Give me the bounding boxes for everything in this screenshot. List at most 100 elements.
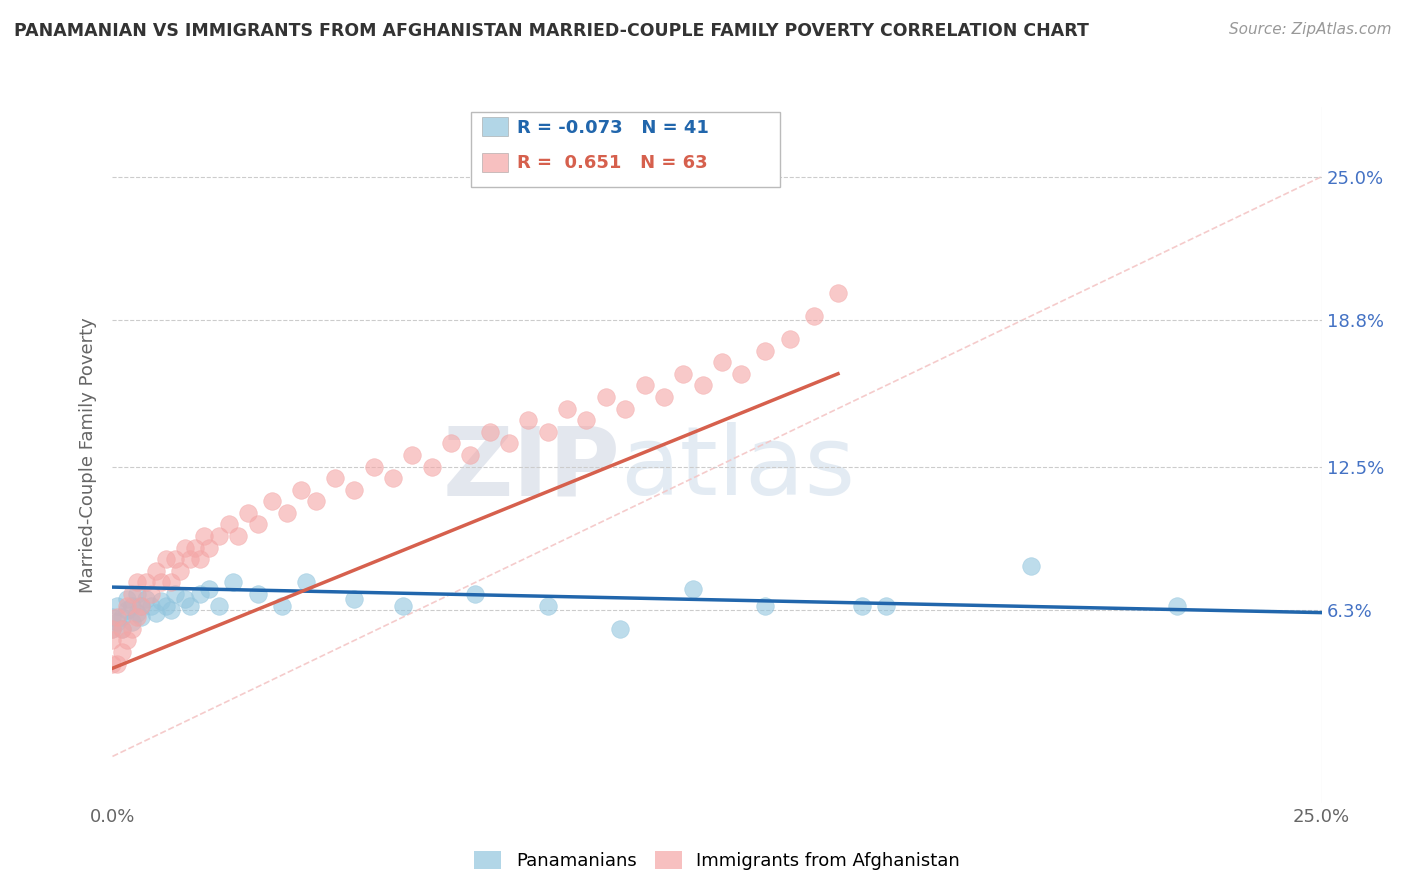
Point [159,575,181,590]
Point [121,622,143,636]
Point [131,610,153,624]
Point [125,606,148,620]
Point [188,587,211,601]
Point [537,425,560,439]
Text: R = -0.073   N = 41: R = -0.073 N = 41 [517,119,709,136]
Point [363,459,385,474]
Text: R =  0.651   N = 63: R = 0.651 N = 63 [517,154,709,172]
Point [198,541,221,555]
Y-axis label: Married-Couple Family Poverty: Married-Couple Family Poverty [79,317,97,593]
Point [537,599,560,613]
Point [595,390,617,404]
Point [295,575,318,590]
Point [343,591,366,606]
Point [208,599,231,613]
Point [179,599,201,613]
Point [111,610,134,624]
Point [290,483,312,497]
Point [125,587,148,601]
Point [208,529,231,543]
Point [343,483,366,497]
Point [1166,599,1188,613]
Point [115,603,138,617]
Point [276,506,298,520]
Point [851,599,873,613]
Point [105,599,128,613]
Point [115,599,138,613]
Text: Source: ZipAtlas.com: Source: ZipAtlas.com [1229,22,1392,37]
Point [652,390,675,404]
Point [672,367,695,381]
Point [125,575,148,590]
Point [262,494,284,508]
Point [555,401,578,416]
Point [803,309,825,323]
Point [633,378,655,392]
Point [101,657,124,671]
Point [323,471,346,485]
Point [141,587,163,601]
Point [183,541,205,555]
Point [105,610,128,624]
Point [575,413,598,427]
Point [135,575,157,590]
Point [218,517,240,532]
Point [198,582,221,597]
Point [382,471,405,485]
Point [710,355,733,369]
Point [464,587,486,601]
Text: atlas: atlas [620,422,855,516]
Point [101,610,124,624]
Point [226,529,249,543]
Point [131,599,153,613]
Point [121,615,143,629]
Point [111,622,134,636]
Point [222,575,245,590]
Point [121,599,143,613]
Point [165,552,187,566]
Point [193,529,215,543]
Point [145,564,167,578]
Point [179,552,201,566]
Point [498,436,520,450]
Point [391,599,413,613]
Point [159,603,181,617]
Point [730,367,752,381]
Point [236,506,259,520]
Point [149,575,172,590]
Point [875,599,897,613]
Point [401,448,423,462]
Point [111,622,134,636]
Point [460,448,482,462]
Point [682,582,704,597]
Point [121,587,143,601]
Point [105,615,128,629]
Point [517,413,540,427]
Point [246,517,269,532]
Point [111,645,134,659]
Point [101,622,124,636]
Point [135,591,157,606]
Point [1021,559,1043,574]
Point [155,599,177,613]
Point [246,587,269,601]
Point [754,599,776,613]
Point [270,599,292,613]
Point [115,633,138,648]
Point [115,591,138,606]
Point [174,541,197,555]
Point [131,599,153,613]
Point [141,599,163,613]
Point [101,622,124,636]
Point [174,591,197,606]
Point [188,552,211,566]
Legend: Panamanians, Immigrants from Afghanistan: Panamanians, Immigrants from Afghanistan [467,844,967,877]
Point [478,425,501,439]
Point [614,401,637,416]
Point [165,587,187,601]
Point [692,378,714,392]
Point [149,594,172,608]
Point [304,494,326,508]
Point [101,633,124,648]
Point [155,552,177,566]
